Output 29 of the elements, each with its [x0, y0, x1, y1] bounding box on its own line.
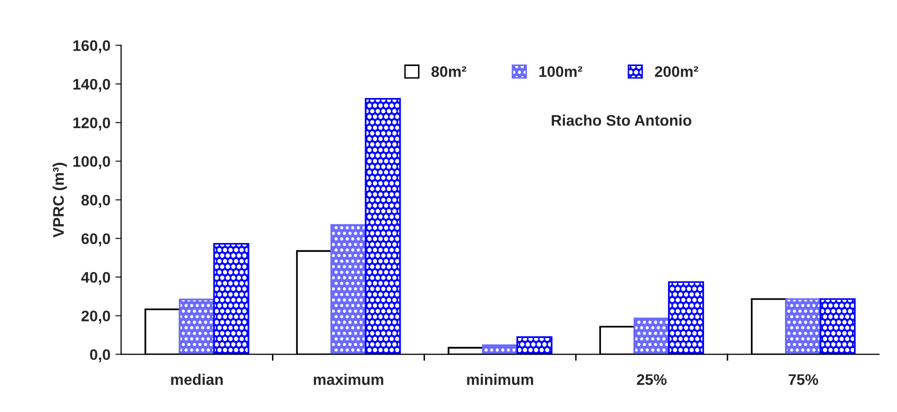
y-tick-label: 20,0 — [81, 310, 110, 324]
x-tick-label: median — [171, 374, 223, 385]
bar — [482, 344, 518, 354]
bar — [364, 98, 401, 354]
x-tick-label: 75% — [788, 374, 818, 385]
legend-label: 80m² — [431, 66, 466, 78]
bar — [820, 298, 856, 354]
x-tick-label: maximum — [314, 374, 384, 385]
y-tick-label: 60,0 — [82, 233, 110, 246]
y-tick-label: 120,0 — [73, 117, 110, 130]
bar — [785, 298, 822, 354]
bar — [213, 243, 250, 354]
y-tick-label: 40,0 — [81, 272, 110, 285]
bar — [178, 298, 215, 354]
legend-label: 100m² — [539, 66, 582, 78]
y-axis-title: VPRC (m³) — [52, 162, 67, 238]
legend-label: 200m² — [654, 66, 698, 78]
annotation: Riacho Sto Antonio — [552, 114, 692, 126]
y-tick-label: 80,0 — [81, 194, 110, 208]
bar — [330, 224, 366, 354]
y-tick-label: 160,0 — [73, 40, 110, 54]
y-tick-label: 100,0 — [73, 156, 110, 170]
y-tick-label: 140,0 — [73, 78, 110, 92]
bar — [668, 281, 704, 354]
y-tick-label: 0,0 — [90, 349, 110, 362]
bar — [516, 336, 552, 354]
x-tick-label: 25% — [636, 374, 667, 385]
x-tick-label: minimum — [467, 374, 534, 385]
bar — [634, 318, 670, 354]
